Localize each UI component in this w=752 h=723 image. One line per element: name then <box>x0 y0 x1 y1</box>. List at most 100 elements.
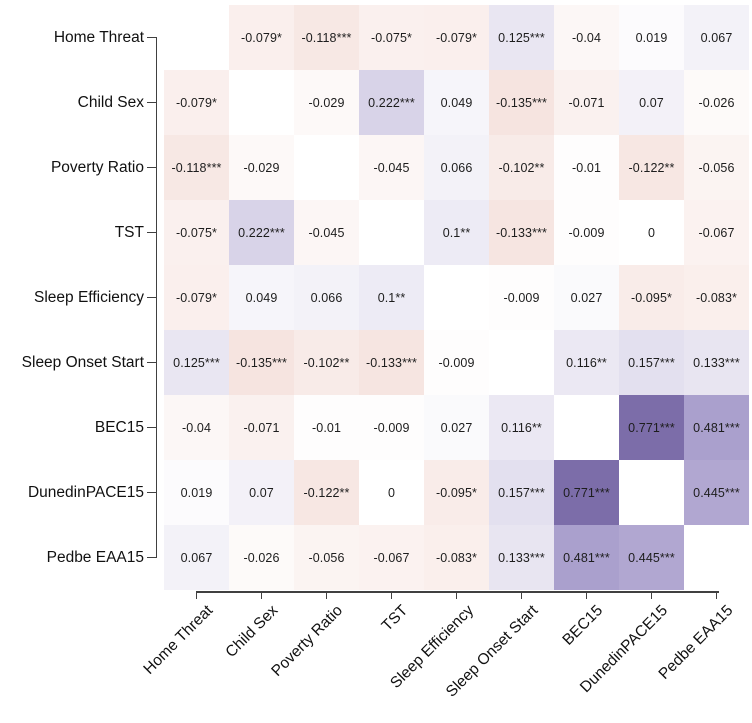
matrix-cell: 0.1** <box>424 200 489 265</box>
matrix-cell: -0.118*** <box>164 135 229 200</box>
y-axis-tick <box>147 426 156 429</box>
matrix-cell: -0.026 <box>229 525 294 590</box>
matrix-cell: -0.079* <box>164 70 229 135</box>
x-axis-tick <box>650 591 653 599</box>
x-axis-tick <box>520 591 523 599</box>
matrix-cell: 0.125*** <box>164 330 229 395</box>
matrix-cell <box>359 200 424 265</box>
matrix-cell <box>229 70 294 135</box>
matrix-cell: 0.445*** <box>619 525 684 590</box>
matrix-cell: 0.125*** <box>489 5 554 70</box>
matrix-cell: 0.019 <box>619 5 684 70</box>
x-axis-tick <box>325 591 328 599</box>
matrix-cell: -0.083* <box>684 265 749 330</box>
matrix-cell: 0.116** <box>489 395 554 460</box>
y-axis-tick <box>147 231 156 234</box>
matrix-cell: 0.771*** <box>619 395 684 460</box>
matrix-cell: -0.079* <box>164 265 229 330</box>
y-axis-tick <box>147 361 156 364</box>
matrix-cell: -0.079* <box>424 5 489 70</box>
matrix-cell: 0.027 <box>554 265 619 330</box>
matrix-cell: -0.029 <box>294 70 359 135</box>
matrix-cell <box>554 395 619 460</box>
matrix-cell: -0.009 <box>489 265 554 330</box>
matrix-cell: 0.157*** <box>489 460 554 525</box>
x-axis-tick <box>585 591 588 599</box>
y-axis-tick <box>147 296 156 299</box>
matrix-cell: -0.056 <box>684 135 749 200</box>
matrix-cell: -0.04 <box>164 395 229 460</box>
matrix-cell: -0.079* <box>229 5 294 70</box>
matrix-cell: -0.045 <box>294 200 359 265</box>
matrix-cell: 0.481*** <box>554 525 619 590</box>
matrix-cell: 0.157*** <box>619 330 684 395</box>
x-axis-tick <box>455 591 458 599</box>
matrix-cell: 0.116** <box>554 330 619 395</box>
matrix-cell: 0.019 <box>164 460 229 525</box>
y-axis-label: DunedinPACE15 <box>27 484 144 501</box>
matrix-cell: 0 <box>619 200 684 265</box>
y-axis-tick <box>147 556 156 559</box>
heatmap-grid: -0.079* -0.118*** -0.075* -0.079* 0.125*** -0… <box>164 5 749 590</box>
matrix-cell: 0.222*** <box>229 200 294 265</box>
matrix-cell: 0.067 <box>684 5 749 70</box>
matrix-cell: 0.445*** <box>684 460 749 525</box>
y-axis-label: BEC15 <box>94 419 144 436</box>
matrix-cell: -0.01 <box>554 135 619 200</box>
matrix-cell: 0.049 <box>424 70 489 135</box>
matrix-cell: -0.102** <box>294 330 359 395</box>
y-axis-tick <box>147 166 156 169</box>
y-axis-tick <box>147 36 156 39</box>
matrix-cell: -0.009 <box>359 395 424 460</box>
y-axis-label: Pedbe EAA15 <box>46 549 144 566</box>
matrix-cell: -0.075* <box>359 5 424 70</box>
x-axis-line <box>196 591 719 593</box>
x-axis-tick <box>260 591 263 599</box>
matrix-cell: -0.118*** <box>294 5 359 70</box>
matrix-cell: 0.133*** <box>489 525 554 590</box>
x-axis-label: TST <box>378 602 412 635</box>
y-axis-line <box>155 37 157 558</box>
matrix-cell <box>489 330 554 395</box>
matrix-cell: -0.071 <box>554 70 619 135</box>
y-axis-label: Home Threat <box>53 29 144 46</box>
matrix-cell: -0.122** <box>619 135 684 200</box>
matrix-cell: -0.135*** <box>489 70 554 135</box>
matrix-cell: -0.067 <box>359 525 424 590</box>
matrix-cell: 0.067 <box>164 525 229 590</box>
y-axis-label: Child Sex <box>77 94 144 111</box>
matrix-cell: -0.095* <box>619 265 684 330</box>
matrix-cell <box>294 135 359 200</box>
matrix-cell: 0.049 <box>229 265 294 330</box>
matrix-cell: 0.066 <box>294 265 359 330</box>
matrix-cell: 0.1** <box>359 265 424 330</box>
matrix-cell: -0.095* <box>424 460 489 525</box>
matrix-cell: 0.771*** <box>554 460 619 525</box>
matrix-cell <box>164 5 229 70</box>
x-axis-tick <box>715 591 718 599</box>
matrix-cell <box>424 265 489 330</box>
x-axis-label: BEC15 <box>559 602 607 649</box>
y-axis-tick <box>147 101 156 104</box>
y-axis-label: Sleep Onset Start <box>21 354 144 371</box>
matrix-cell: -0.075* <box>164 200 229 265</box>
matrix-cell: -0.122** <box>294 460 359 525</box>
x-axis-tick <box>390 591 393 599</box>
x-axis-label: Home Threat <box>140 602 217 678</box>
matrix-cell: 0.133*** <box>684 330 749 395</box>
matrix-cell: -0.102** <box>489 135 554 200</box>
x-axis-label: Child Sex <box>222 602 282 661</box>
matrix-cell: -0.067 <box>684 200 749 265</box>
matrix-cell: -0.083* <box>424 525 489 590</box>
matrix-cell <box>619 460 684 525</box>
matrix-cell: -0.135*** <box>229 330 294 395</box>
matrix-cell: 0.07 <box>229 460 294 525</box>
matrix-cell: 0 <box>359 460 424 525</box>
matrix-cell: -0.04 <box>554 5 619 70</box>
matrix-cell <box>684 525 749 590</box>
matrix-cell: 0.027 <box>424 395 489 460</box>
y-axis-tick <box>147 491 156 494</box>
matrix-cell: -0.133*** <box>489 200 554 265</box>
matrix-cell: -0.029 <box>229 135 294 200</box>
